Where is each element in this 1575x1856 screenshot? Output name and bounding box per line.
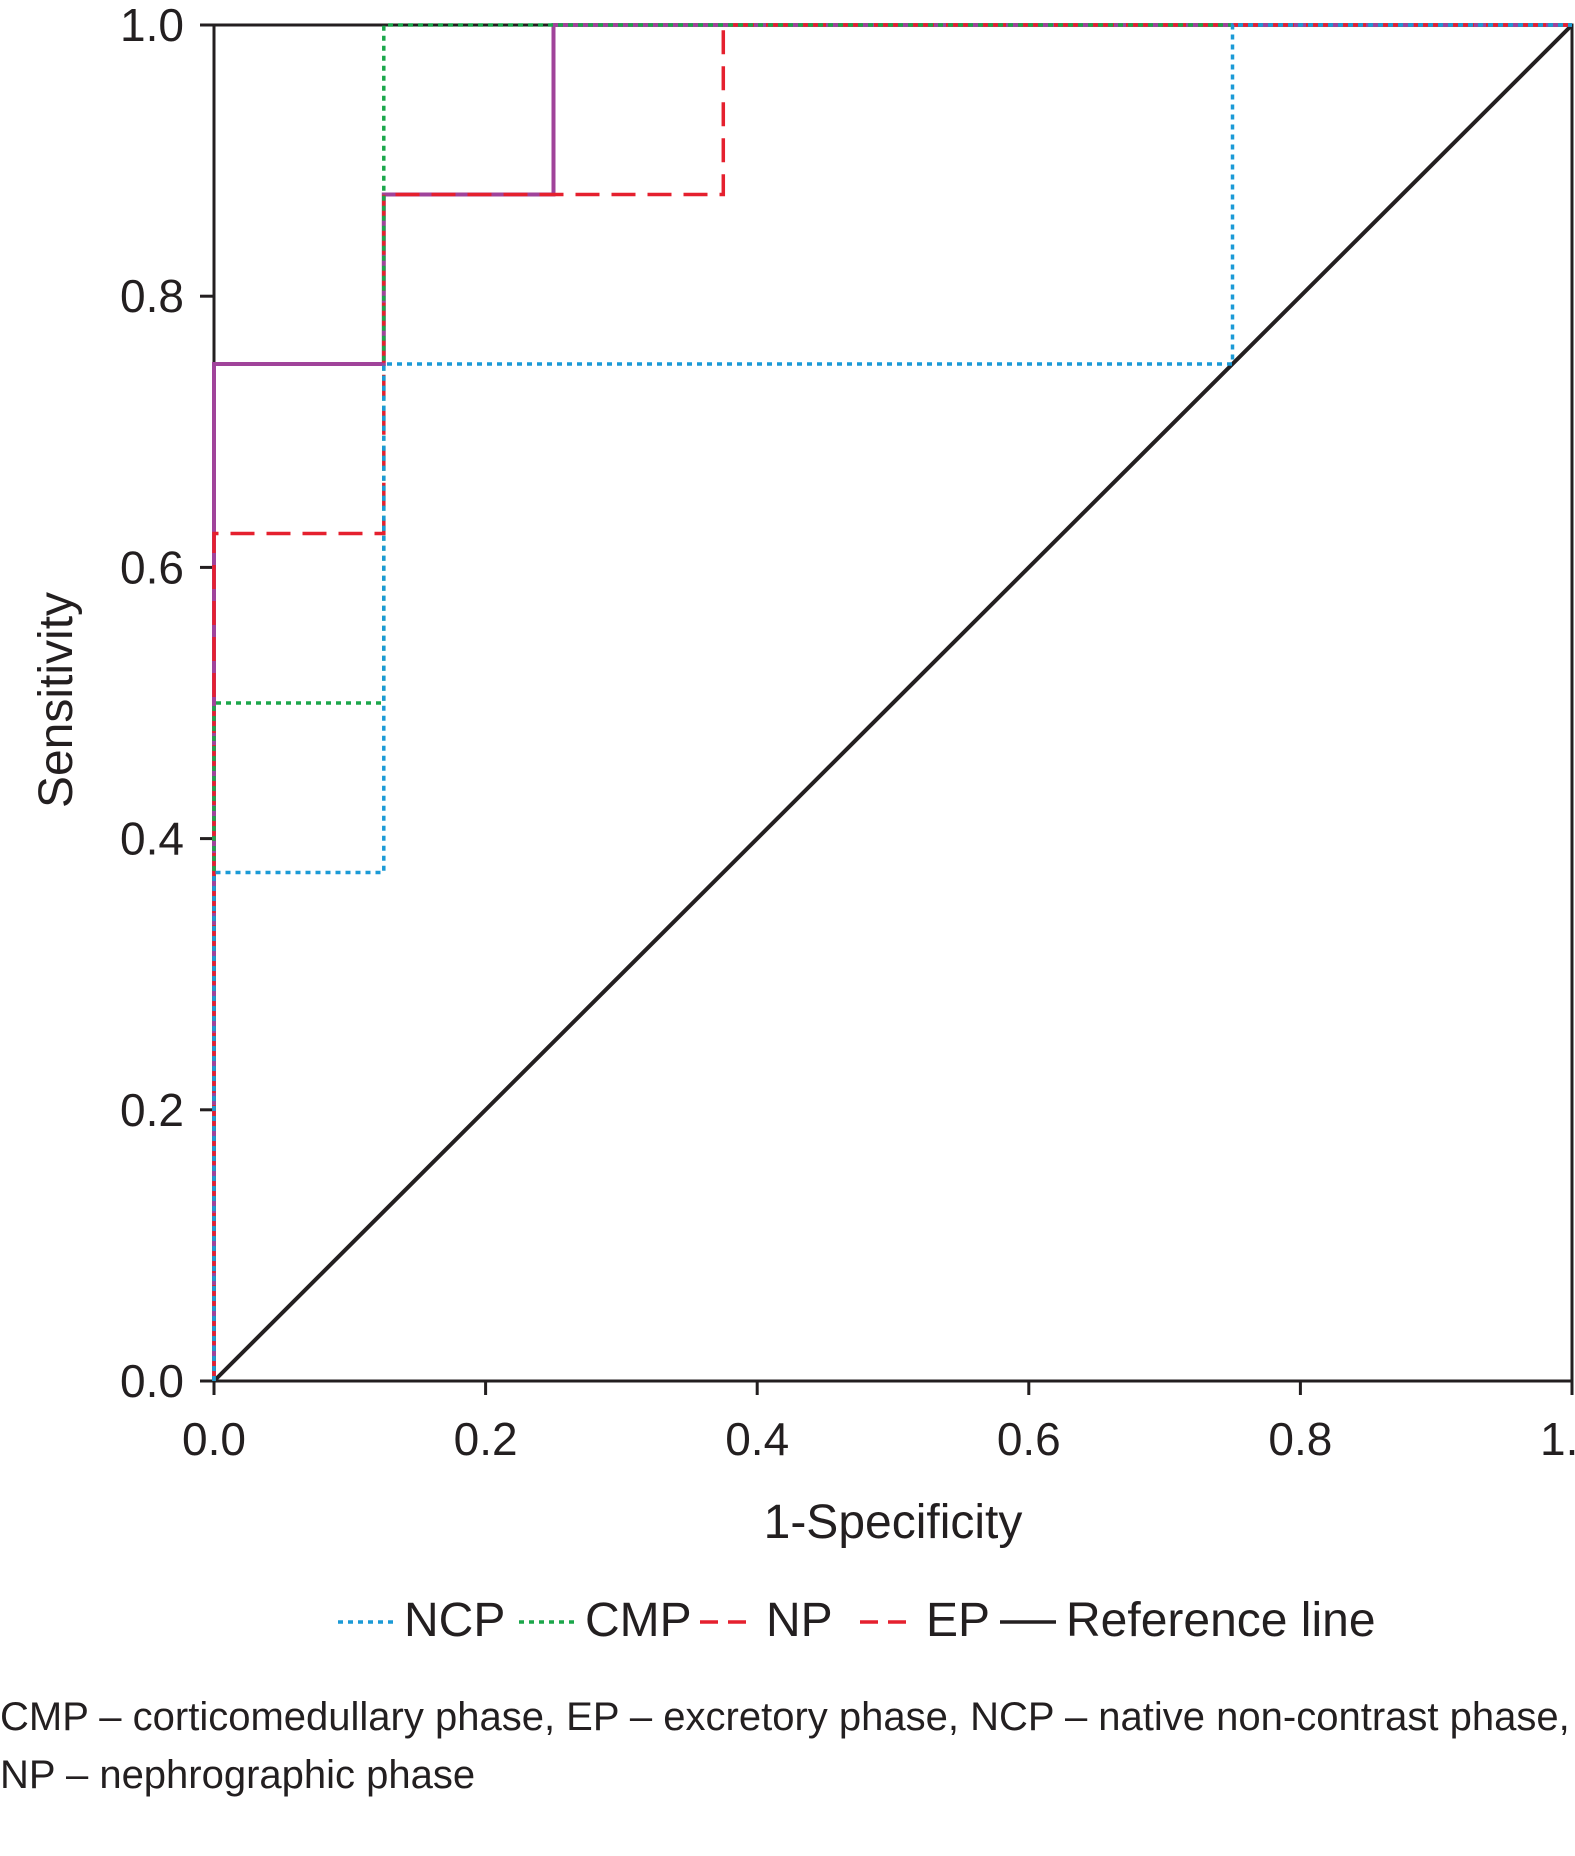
series-line-reference-line — [212, 23, 1574, 1383]
legend-label-cmp: CMP — [585, 1594, 692, 1647]
legend-label-ncp: NCP — [404, 1594, 505, 1647]
x-tick-label: 0.4 — [725, 1413, 789, 1465]
legend-label-np: NP — [766, 1594, 833, 1647]
axes: 0.0 0.2 0.4 0.6 0.8 1.0 0.0 0.2 0.4 0.6 0.8 1.0 — [120, 0, 1575, 1465]
y-tick-label: 1.0 — [120, 0, 184, 51]
caption-line-1: CMP – corticomedullary phase, EP – excre… — [0, 1695, 1570, 1739]
y-tick-label: 0.6 — [120, 541, 184, 593]
legend: NCP CMP NP EP Reference line — [338, 1594, 1376, 1647]
legend-label-ep: EP — [926, 1594, 990, 1647]
series-line-ep — [212, 23, 1572, 1381]
y-tick-label: 0.8 — [120, 270, 184, 322]
x-tick-label: 0.2 — [454, 1413, 518, 1465]
x-tick-label: 1.0 — [1540, 1413, 1575, 1465]
x-tick-label: 0.8 — [1268, 1413, 1332, 1465]
series-layer — [212, 23, 1574, 1383]
x-axis-title: 1-Specificity — [764, 1496, 1023, 1549]
caption-line-2: NP – nephrographic phase — [0, 1753, 476, 1797]
x-tick-label: 0.6 — [997, 1413, 1061, 1465]
x-tick-label: 0.0 — [182, 1413, 246, 1465]
figure-caption: CMP – corticomedullary phase, EP – excre… — [0, 1688, 1575, 1804]
y-axis-title: Sensitivity — [30, 592, 83, 808]
series-line-np — [212, 23, 1572, 1381]
legend-label-reference-line: Reference line — [1066, 1594, 1376, 1647]
roc-chart: 0.0 0.2 0.4 0.6 0.8 1.0 0.0 0.2 0.4 0.6 0.8 1.0 1-S… — [30, 0, 1575, 1647]
y-tick-label: 0.4 — [120, 813, 184, 865]
y-tick-label: 0.2 — [120, 1084, 184, 1136]
series-line-ncp — [212, 23, 1572, 1381]
y-tick-label: 0.0 — [120, 1355, 184, 1407]
